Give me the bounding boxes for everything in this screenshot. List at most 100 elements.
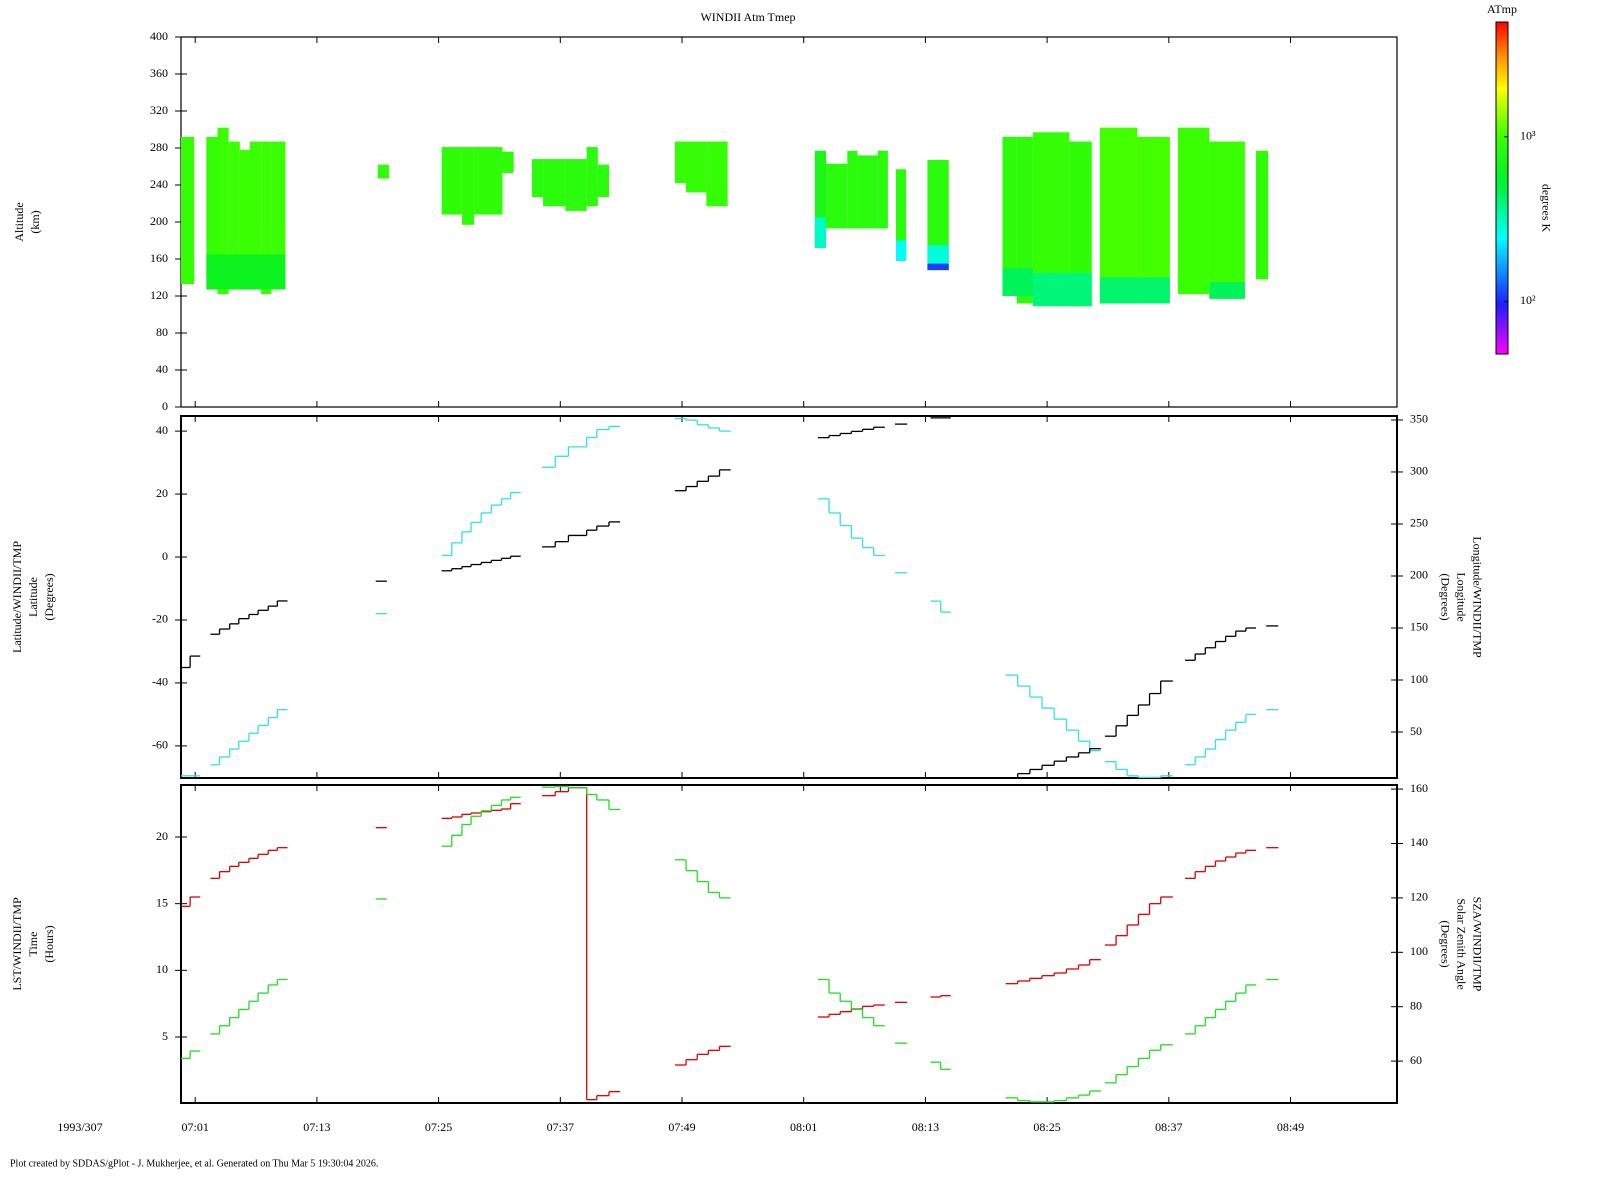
heat-cell	[239, 149, 250, 290]
x-tick-label: 08:49	[1277, 1120, 1304, 1134]
y2-tick-label: 50	[1410, 724, 1422, 738]
heat-cell	[1099, 127, 1138, 304]
y-axis-label: (km)	[28, 210, 42, 233]
y-tick-label: 15	[156, 895, 168, 909]
heat-cell	[826, 163, 848, 229]
heat-cell	[1209, 282, 1245, 299]
y2-axis-label: (Degrees)	[1438, 920, 1452, 967]
y-axis-label: Altitude	[12, 202, 26, 241]
heat-cell	[261, 141, 272, 295]
plot-title: WINDII Atm Tmep	[700, 10, 795, 24]
y-tick-label: 200	[150, 214, 168, 228]
y2-tick-label: 350	[1410, 412, 1428, 426]
heat-cell	[814, 217, 827, 248]
y-tick-label: 10	[156, 962, 168, 976]
y2-tick-label: 300	[1410, 464, 1428, 478]
y2-tick-label: 100	[1410, 672, 1428, 686]
heat-cell	[543, 159, 566, 207]
y-tick-label: -40	[152, 675, 168, 689]
heat-cell	[1002, 268, 1033, 296]
heat-cell	[531, 159, 544, 198]
y2-axis-label: Longitude/WINDII/TMP	[1470, 536, 1484, 658]
y-axis-label: Time	[26, 932, 40, 957]
y-tick-label: 120	[150, 288, 168, 302]
x-tick-label: 07:13	[303, 1120, 330, 1134]
y-tick-label: 0	[162, 549, 168, 563]
heat-cell	[1256, 150, 1269, 280]
y2-axis-label: (Degrees)	[1438, 573, 1452, 620]
y-axis-label: (Hours)	[42, 925, 56, 962]
y2-tick-label: 250	[1410, 516, 1428, 530]
heat-cell	[206, 136, 218, 275]
y-tick-label: -20	[152, 612, 168, 626]
y-tick-label: 40	[156, 423, 168, 437]
heat-cell	[1137, 136, 1170, 299]
y2-tick-label: 120	[1410, 890, 1428, 904]
heat-cell	[181, 136, 195, 284]
heat-cell	[217, 127, 229, 295]
heat-cell	[857, 155, 878, 229]
y-tick-label: 160	[150, 251, 168, 265]
y2-tick-label: 200	[1410, 568, 1428, 582]
heat-cell	[565, 159, 587, 211]
y-tick-label: 0	[162, 399, 168, 413]
heat-cell	[706, 141, 728, 207]
y2-axis-label: Solar Zenith Angle	[1454, 898, 1468, 989]
heat-cell	[1177, 127, 1210, 295]
y2-tick-label: 100	[1410, 944, 1428, 958]
date-label: 1993/307	[57, 1120, 102, 1134]
y2-tick-label: 60	[1410, 1053, 1422, 1067]
panel-frame	[180, 415, 1398, 779]
heat-cell	[377, 164, 389, 179]
heat-cell	[441, 147, 462, 215]
y-tick-label: 280	[150, 140, 168, 154]
y-tick-label: 400	[150, 29, 168, 43]
x-tick-label: 08:13	[912, 1120, 939, 1134]
heat-cell	[474, 147, 503, 215]
x-tick-label: 08:01	[790, 1120, 817, 1134]
y2-axis-label: Longitude	[1454, 572, 1468, 621]
heat-cell	[249, 141, 262, 290]
y2-axis-label: SZA/WINDII/TMP	[1470, 897, 1484, 992]
y2-tick-label: 140	[1410, 835, 1428, 849]
y2-tick-label: 150	[1410, 620, 1428, 634]
heat-cell	[271, 141, 286, 275]
heat-cell	[674, 141, 687, 184]
heat-cell	[877, 150, 888, 229]
colorbar	[1495, 21, 1509, 355]
x-tick-label: 07:25	[425, 1120, 452, 1134]
x-tick-label: 07:37	[547, 1120, 574, 1134]
heat-cell	[927, 160, 949, 271]
heat-cell	[1099, 277, 1170, 304]
y-tick-label: 240	[150, 177, 168, 191]
heat-cell	[1069, 141, 1092, 307]
heat-cell	[1016, 136, 1033, 304]
x-tick-label: 07:49	[668, 1120, 695, 1134]
heat-cell	[1032, 272, 1092, 307]
heat-cell	[228, 141, 240, 290]
y-tick-label: -60	[152, 738, 168, 752]
heat-cell	[461, 147, 475, 225]
heat-cell	[895, 240, 907, 261]
heat-cell	[814, 150, 827, 248]
y-tick-label: 320	[150, 103, 168, 117]
y2-tick-label: 80	[1410, 998, 1422, 1012]
colorbar-label: degrees K	[1539, 184, 1553, 233]
x-tick-label: 07:01	[182, 1120, 209, 1134]
heat-cell	[1002, 136, 1017, 289]
y-tick-label: 20	[156, 829, 168, 843]
heat-cell	[502, 151, 514, 173]
footer: Plot created by SDDAS/gPlot - J. Mukherj…	[10, 1158, 378, 1169]
heat-cell	[847, 150, 858, 229]
colorbar-tick-label: 10³	[1520, 128, 1536, 142]
y-tick-label: 360	[150, 66, 168, 80]
y2-tick-label: 160	[1410, 781, 1428, 795]
heat-cell	[206, 254, 286, 290]
y-axis-label: Latitude/WINDII/TMP	[10, 541, 24, 653]
y-tick-label: 80	[156, 325, 168, 339]
heat-cell	[686, 141, 707, 193]
heat-cell	[895, 169, 907, 261]
y-axis-label: Latitude	[26, 577, 40, 617]
y-axis-label: (Degrees)	[42, 573, 56, 620]
